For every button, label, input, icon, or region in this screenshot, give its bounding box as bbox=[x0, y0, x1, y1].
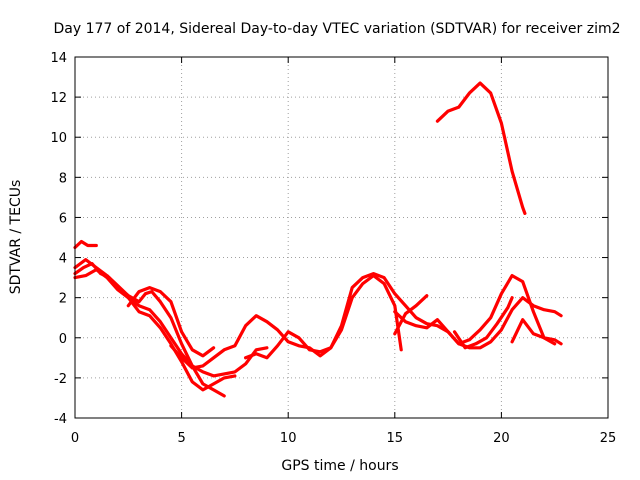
y-axis-label: SDTVAR / TECUs bbox=[8, 180, 24, 295]
series-line-9 bbox=[393, 294, 429, 336]
tick-labels: 0 5 10 15 20 25 -4 -2 0 2 4 6 8 10 12 14 bbox=[50, 51, 616, 446]
series-line-12 bbox=[435, 81, 527, 215]
ticks bbox=[74, 56, 609, 419]
chart-title: Day 177 of 2014, Sidereal Day-to-day VTE… bbox=[54, 21, 621, 37]
series-line-7 bbox=[244, 272, 563, 360]
y-tick-label: -4 bbox=[54, 412, 67, 427]
y-tick-label: 8 bbox=[59, 171, 67, 186]
x-tick-label: 5 bbox=[177, 431, 185, 446]
series-line-4 bbox=[73, 262, 269, 378]
y-tick-label: 2 bbox=[59, 292, 67, 307]
series-line-1 bbox=[73, 239, 98, 250]
x-tick-label: 15 bbox=[387, 431, 404, 446]
y-tick-label: 6 bbox=[59, 211, 67, 226]
series-line-2 bbox=[73, 258, 226, 398]
series-group bbox=[73, 81, 563, 398]
y-tick-label: 0 bbox=[59, 332, 67, 347]
y-tick-label: 14 bbox=[50, 51, 67, 66]
series-line-6 bbox=[169, 274, 403, 370]
y-tick-label: 12 bbox=[50, 91, 67, 106]
grid bbox=[75, 57, 608, 418]
x-tick-label: 10 bbox=[280, 431, 297, 446]
x-axis-label: GPS time / hours bbox=[281, 458, 398, 474]
y-tick-label: 10 bbox=[50, 131, 67, 146]
y-tick-label: 4 bbox=[59, 252, 67, 267]
y-tick-label: -2 bbox=[54, 372, 67, 387]
x-tick-label: 0 bbox=[71, 431, 79, 446]
x-tick-label: 25 bbox=[600, 431, 617, 446]
series-line-5 bbox=[126, 286, 216, 358]
series-line-3 bbox=[73, 268, 237, 392]
series-line-8 bbox=[393, 274, 563, 346]
plot-frame bbox=[74, 56, 609, 419]
series-line-10 bbox=[452, 296, 514, 350]
series-line-11 bbox=[510, 318, 557, 346]
x-tick-label: 20 bbox=[493, 431, 510, 446]
